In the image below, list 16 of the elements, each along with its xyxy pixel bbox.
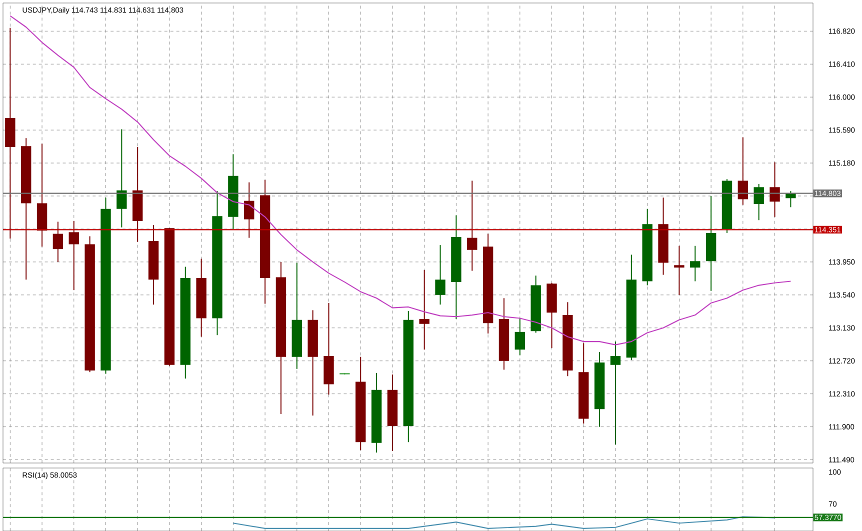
candlestick [738,136,748,206]
candlestick [754,183,764,221]
candlestick [690,245,700,282]
candlestick [514,318,526,356]
candlestick [610,341,621,446]
candlestick [770,162,780,218]
line-series [232,516,776,529]
candlestick [674,245,684,296]
line-series [10,15,792,346]
candlestick [419,269,430,350]
candlestick [244,182,254,238]
candlestick [435,244,446,306]
candlestick [52,221,64,262]
candlestick [467,180,478,272]
candlestick [68,220,79,291]
candlestick [116,128,127,228]
